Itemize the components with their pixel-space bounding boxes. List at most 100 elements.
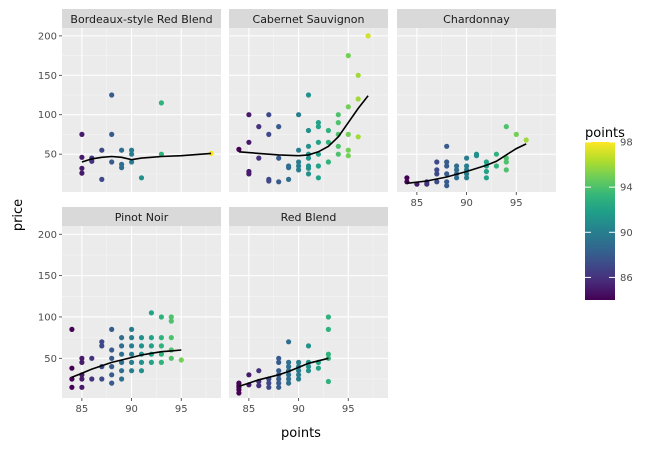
- axes: 50 100 150 200 85 90 95 50 100 150 200 85 90 95 85 90 95: [38, 31, 523, 415]
- data-point: [119, 343, 125, 349]
- data-point: [345, 104, 351, 110]
- facet-strip-label: Cabernet Sauvignon: [253, 13, 365, 26]
- smooth-line: [81, 152, 212, 163]
- data-point: [325, 127, 331, 134]
- x-tick-label: 95: [342, 404, 355, 415]
- data-point: [305, 155, 312, 161]
- data-point: [129, 359, 135, 365]
- y-axis-title: price: [11, 199, 26, 231]
- data-point: [109, 372, 115, 378]
- data-point: [109, 159, 115, 165]
- data-point: [276, 179, 282, 185]
- data-point: [69, 365, 75, 371]
- data-point: [129, 335, 135, 341]
- smooth-line: [406, 143, 527, 185]
- data-point: [483, 168, 489, 175]
- data-point: [444, 143, 450, 149]
- data-point: [276, 124, 282, 130]
- data-point: [296, 376, 302, 382]
- data-point: [503, 159, 509, 165]
- facet-strip-label: Red Blend: [281, 211, 337, 224]
- data-point: [286, 339, 292, 345]
- facet-strip-label: Chardonnay: [443, 13, 510, 26]
- data-point: [473, 153, 480, 159]
- data-point: [444, 163, 450, 169]
- data-point: [286, 165, 292, 171]
- data-point: [365, 33, 371, 39]
- data-point: [305, 368, 312, 374]
- facet-panel: Red Blend: [229, 207, 388, 398]
- legend-tick-label: 94: [620, 183, 633, 194]
- y-tick-label: 50: [44, 354, 57, 365]
- x-tick-label: 90: [460, 198, 473, 209]
- data-point: [138, 335, 145, 341]
- legend-tick-label: 90: [620, 228, 633, 239]
- data-point: [158, 335, 164, 341]
- y-tick-label: 100: [38, 312, 57, 323]
- legend-title: points: [585, 126, 625, 141]
- data-point: [246, 139, 252, 145]
- data-point: [168, 335, 174, 341]
- color-legend: points 86 90 94 98: [585, 126, 633, 300]
- data-point: [493, 163, 499, 169]
- y-tick-label: 150: [38, 271, 57, 282]
- data-point: [345, 53, 351, 59]
- data-point: [335, 151, 341, 157]
- legend-tick-label: 86: [620, 273, 633, 284]
- data-point: [325, 326, 331, 332]
- data-point: [99, 339, 105, 345]
- data-point: [276, 155, 282, 161]
- legend-colorbar: [585, 142, 615, 300]
- data-point: [305, 127, 312, 134]
- data-point: [138, 368, 145, 374]
- data-point: [404, 175, 410, 181]
- data-point: [138, 359, 145, 365]
- data-point: [464, 163, 470, 169]
- data-point: [276, 380, 282, 386]
- x-tick-label: 90: [125, 404, 138, 415]
- data-point: [129, 151, 135, 157]
- data-point: [276, 355, 282, 361]
- data-point: [296, 368, 302, 374]
- data-point: [325, 139, 331, 145]
- data-point: [158, 359, 164, 365]
- data-point: [355, 96, 361, 102]
- data-point: [286, 376, 292, 382]
- data-point: [158, 343, 164, 349]
- data-point: [79, 154, 85, 160]
- data-point: [305, 171, 312, 177]
- data-point: [305, 92, 312, 98]
- data-point: [119, 376, 125, 382]
- data-point: [109, 355, 115, 361]
- data-point: [325, 314, 331, 320]
- facet-strip: [62, 207, 221, 226]
- facet-strip: [229, 207, 388, 226]
- data-point: [109, 364, 115, 370]
- x-tick-label: 85: [411, 198, 424, 209]
- data-point: [129, 147, 135, 153]
- data-point: [513, 131, 519, 137]
- data-point: [335, 112, 341, 118]
- data-point: [109, 326, 115, 332]
- data-point: [79, 165, 85, 171]
- data-point: [148, 310, 154, 316]
- data-point: [109, 347, 115, 353]
- data-point: [315, 124, 321, 130]
- data-point: [138, 343, 145, 349]
- data-point: [129, 368, 135, 374]
- data-point: [158, 314, 164, 320]
- data-point: [503, 155, 509, 161]
- data-point: [69, 326, 75, 332]
- data-point: [305, 364, 312, 370]
- data-point: [119, 351, 125, 357]
- data-point: [79, 359, 85, 365]
- data-point: [99, 147, 105, 153]
- x-tick-label: 95: [510, 198, 523, 209]
- data-point: [483, 175, 489, 181]
- data-point: [148, 359, 154, 365]
- data-point: [109, 131, 115, 137]
- data-point: [129, 343, 135, 349]
- data-point: [256, 155, 262, 161]
- facet-strip: [62, 9, 221, 28]
